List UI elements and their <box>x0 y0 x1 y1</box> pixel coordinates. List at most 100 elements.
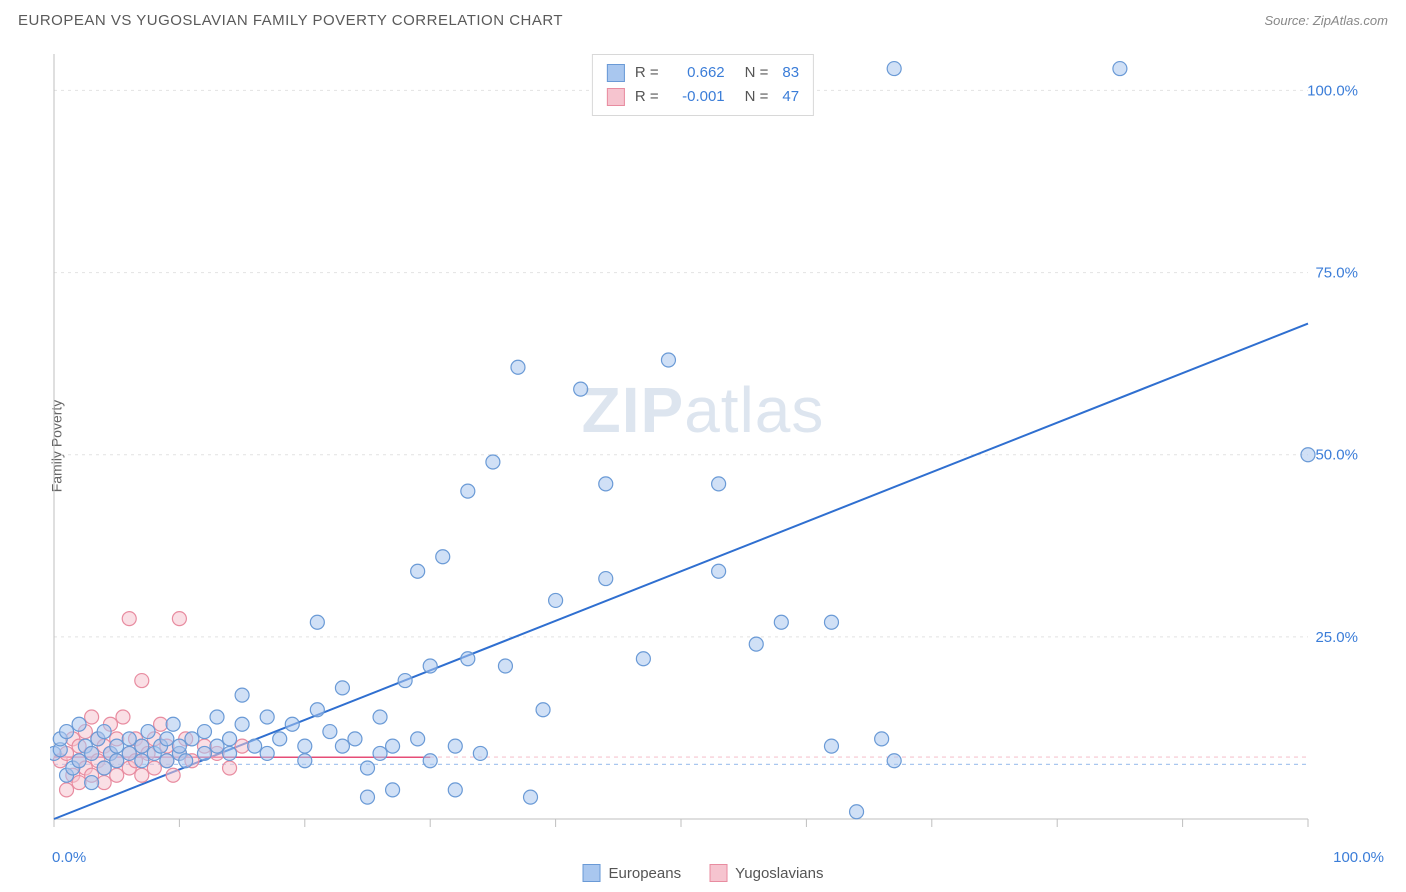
r-label: R = <box>635 85 659 109</box>
data-point <box>179 754 193 768</box>
data-point <box>524 790 538 804</box>
data-point <box>461 484 475 498</box>
data-point <box>185 732 199 746</box>
r-value-europeans: 0.662 <box>673 61 725 85</box>
data-point <box>135 768 149 782</box>
data-point <box>72 717 86 731</box>
x-origin-label: 0.0% <box>52 849 86 866</box>
data-point <box>850 805 864 819</box>
data-point <box>423 659 437 673</box>
data-point <box>386 739 400 753</box>
data-point <box>411 564 425 578</box>
data-point <box>511 360 525 374</box>
data-point <box>661 353 675 367</box>
data-point <box>335 739 349 753</box>
data-point <box>85 776 99 790</box>
source-name: ZipAtlas.com <box>1313 13 1388 28</box>
legend-item-yugoslavians: Yugoslavians <box>709 864 823 882</box>
data-point <box>824 739 838 753</box>
data-point <box>235 688 249 702</box>
data-point <box>110 754 124 768</box>
swatch-yugoslavians <box>709 864 727 882</box>
legend-label-yugoslavians: Yugoslavians <box>735 865 823 882</box>
data-point <box>599 477 613 491</box>
data-point <box>122 732 136 746</box>
data-point <box>712 477 726 491</box>
r-value-yugoslavians: -0.001 <box>673 85 725 109</box>
data-point <box>599 572 613 586</box>
data-point <box>72 776 86 790</box>
swatch-yugoslavians <box>607 88 625 106</box>
n-value-yugoslavians: 47 <box>782 85 799 109</box>
data-point <box>235 717 249 731</box>
data-point <box>135 754 149 768</box>
data-point <box>154 717 168 731</box>
data-point <box>1301 448 1315 462</box>
data-point <box>141 725 155 739</box>
legend-label-europeans: Europeans <box>609 865 682 882</box>
data-point <box>85 710 99 724</box>
data-point <box>536 703 550 717</box>
data-point <box>774 615 788 629</box>
data-point <box>97 776 111 790</box>
data-point <box>260 746 274 760</box>
data-point <box>298 754 312 768</box>
data-point <box>116 710 130 724</box>
correlation-row-yugoslavians: R = -0.001 N = 47 <box>607 85 799 109</box>
data-point <box>235 739 249 753</box>
data-point <box>97 761 111 775</box>
data-point <box>122 612 136 626</box>
data-point <box>423 754 437 768</box>
data-point <box>110 768 124 782</box>
data-point <box>223 761 237 775</box>
data-point <box>172 739 186 753</box>
data-point <box>85 746 99 760</box>
data-point <box>323 725 337 739</box>
x-max-label: 100.0% <box>1333 849 1384 866</box>
correlation-row-europeans: R = 0.662 N = 83 <box>607 61 799 85</box>
data-point <box>166 768 180 782</box>
data-point <box>636 652 650 666</box>
data-point <box>310 703 324 717</box>
data-point <box>386 783 400 797</box>
data-point <box>72 754 86 768</box>
data-point <box>335 681 349 695</box>
data-point <box>160 732 174 746</box>
data-point <box>498 659 512 673</box>
data-point <box>285 717 299 731</box>
data-point <box>310 615 324 629</box>
n-value-europeans: 83 <box>782 61 799 85</box>
data-point <box>574 382 588 396</box>
y-tick-label: 75.0% <box>1315 265 1358 282</box>
data-point <box>160 754 174 768</box>
data-point <box>549 593 563 607</box>
data-point <box>223 732 237 746</box>
n-label: N = <box>745 61 769 85</box>
source-prefix: Source: <box>1264 13 1312 28</box>
data-point <box>1113 62 1127 76</box>
data-point <box>223 746 237 760</box>
data-point <box>248 739 262 753</box>
data-point <box>135 674 149 688</box>
data-point <box>210 710 224 724</box>
data-point <box>197 746 211 760</box>
n-label: N = <box>745 85 769 109</box>
data-point <box>122 746 136 760</box>
data-point <box>749 637 763 651</box>
data-point <box>398 674 412 688</box>
data-point <box>448 739 462 753</box>
chart-source: Source: ZipAtlas.com <box>1264 13 1388 28</box>
data-point <box>298 739 312 753</box>
data-point <box>197 725 211 739</box>
series-legend: Europeans Yugoslavians <box>583 864 824 882</box>
data-point <box>411 732 425 746</box>
data-point <box>260 710 274 724</box>
data-point <box>361 790 375 804</box>
swatch-europeans <box>607 64 625 82</box>
chart-area: 25.0%50.0%75.0%100.0% <box>50 50 1388 837</box>
y-tick-label: 50.0% <box>1315 447 1358 464</box>
data-point <box>147 761 161 775</box>
data-point <box>461 652 475 666</box>
swatch-europeans <box>583 864 601 882</box>
data-point <box>110 739 124 753</box>
